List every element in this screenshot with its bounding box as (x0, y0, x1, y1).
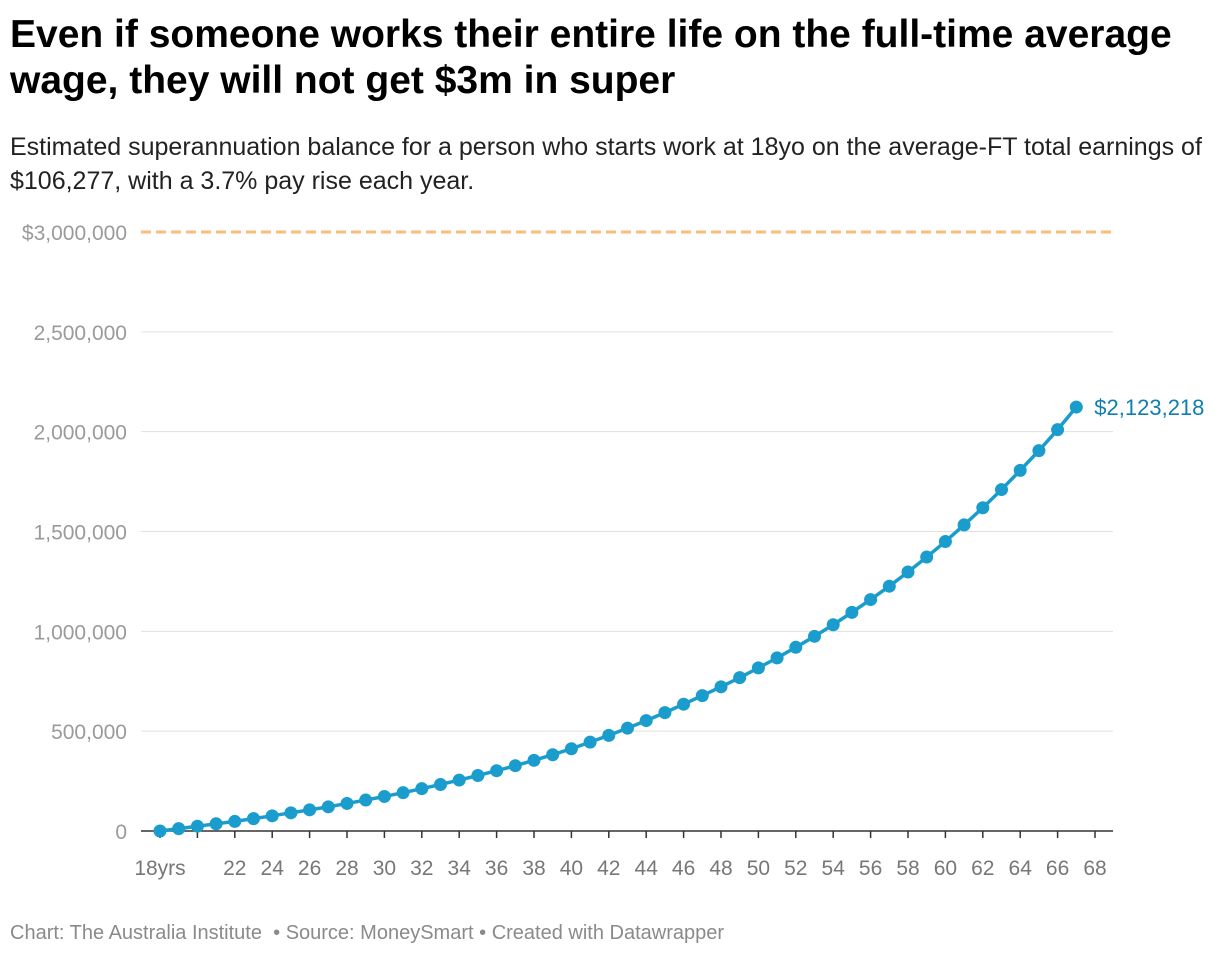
data-point (434, 777, 447, 791)
footer-separator: • (273, 922, 281, 944)
y-tick-label-2: 1,000,000 (34, 621, 127, 644)
x-tick-label-11: 42 (597, 857, 620, 880)
data-point (583, 735, 597, 749)
x-tick-label-17: 54 (822, 857, 846, 880)
x-tick-label-10: 40 (560, 857, 583, 880)
data-point (247, 812, 260, 826)
data-point (901, 565, 915, 579)
x-tick-label-4: 28 (335, 857, 358, 880)
data-point (808, 629, 821, 643)
data-point (845, 605, 859, 619)
y-tick-label-6: $3,000,000 (22, 222, 127, 245)
data-point (826, 618, 840, 632)
data-point (1013, 463, 1027, 477)
data-point (1032, 444, 1046, 458)
data-point (527, 753, 541, 767)
data-point (340, 796, 354, 810)
end-value-label: $2,123,218 (1094, 395, 1204, 420)
data-point (957, 518, 971, 532)
x-tick-label-14: 48 (709, 857, 732, 880)
data-point (864, 593, 878, 607)
chart-subtitle: Estimated superannuation balance for a p… (10, 133, 1202, 195)
data-point (976, 501, 990, 515)
x-tick-label-0: 18yrs (134, 857, 185, 880)
data-point (359, 793, 373, 807)
x-tick-label-15: 50 (747, 857, 770, 880)
data-point (228, 814, 242, 828)
data-point (284, 806, 298, 820)
data-point (153, 824, 167, 838)
x-tick-label-24: 68 (1083, 857, 1106, 880)
x-tick-label-16: 52 (784, 857, 807, 880)
data-point (209, 817, 223, 831)
y-tick-label-3: 1,500,000 (34, 522, 127, 545)
data-point (920, 550, 934, 564)
y-tick-label-1: 500,000 (51, 721, 127, 744)
x-tick-label-1: 22 (223, 857, 246, 880)
x-tick-label-6: 32 (410, 857, 433, 880)
data-point (452, 773, 466, 787)
footer-source: Source: MoneySmart (285, 922, 474, 944)
data-point (1069, 400, 1083, 414)
x-tick-label-8: 36 (485, 857, 508, 880)
data-point (265, 809, 279, 823)
data-point (190, 819, 204, 833)
x-tick-label-13: 46 (672, 857, 695, 880)
data-point (377, 789, 391, 803)
data-point (695, 689, 709, 703)
data-point (882, 579, 896, 593)
data-point (733, 671, 747, 685)
footer-created-with: Created with Datawrapper (491, 922, 725, 944)
data-point (1051, 423, 1065, 437)
data-point (938, 534, 952, 548)
data-point (471, 768, 485, 782)
x-tick-label-3: 26 (298, 857, 321, 880)
data-point (490, 764, 504, 778)
y-axis-tick-labels: 0 500,000 1,000,000 1,500,000 2,000,000 2,500… (22, 222, 127, 844)
data-point (658, 706, 672, 720)
x-tick-label-22: 64 (1009, 857, 1033, 880)
data-point (546, 748, 560, 762)
data-point (751, 661, 765, 675)
x-tick-label-23: 66 (1046, 857, 1069, 880)
x-tick-label-5: 30 (373, 857, 396, 880)
data-point (602, 728, 616, 742)
x-tick-label-9: 38 (522, 857, 545, 880)
series-group: $2,123,218 (153, 395, 1204, 838)
x-tick-label-19: 58 (896, 857, 919, 880)
gridlines (141, 331, 1113, 732)
y-tick-label-5: 2,500,000 (34, 322, 127, 345)
x-tick-label-18: 56 (859, 857, 882, 880)
data-point (508, 759, 522, 773)
data-point (321, 800, 335, 814)
x-tick-label-21: 62 (971, 857, 994, 880)
y-tick-label-4: 2,000,000 (34, 422, 127, 445)
data-point (677, 697, 691, 711)
x-axis: 18yrs 22 24 26 28 30 32 34 36 38 40 42 44 46 48 50 52 54 5… (134, 830, 1113, 880)
data-point (789, 640, 803, 654)
x-tick-label-20: 60 (934, 857, 957, 880)
chart-title: Even if someone works their entire life … (10, 13, 1172, 102)
data-point (415, 782, 429, 796)
footer: Chart: The Australia Institute • Source:… (10, 922, 724, 945)
series-line-0 (159, 405, 1078, 833)
x-tick-label-12: 44 (635, 857, 659, 880)
data-point (714, 680, 728, 694)
data-point (639, 714, 653, 728)
y-tick-label-0: 0 (115, 821, 127, 844)
data-point (621, 721, 634, 735)
data-point (303, 803, 317, 817)
footer-chart-credit: Chart: The Australia Institute (10, 922, 262, 944)
data-point (770, 651, 784, 665)
footer-separator-2: • (479, 922, 487, 944)
x-tick-label-2: 24 (261, 857, 285, 880)
data-point (995, 483, 1008, 497)
data-point (564, 742, 578, 756)
data-point (396, 786, 410, 800)
data-point (172, 822, 186, 836)
x-tick-label-7: 34 (448, 857, 472, 880)
